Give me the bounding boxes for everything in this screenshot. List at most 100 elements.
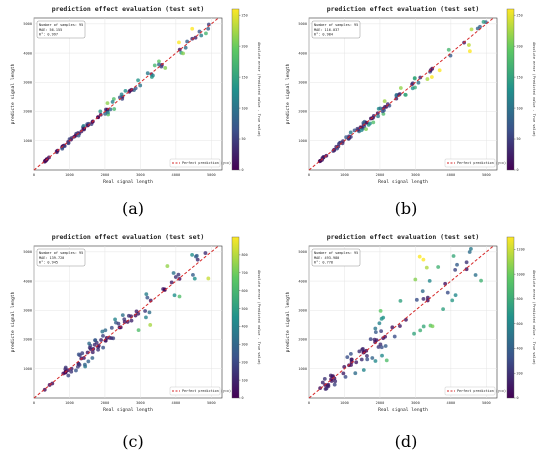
stats-line: MAE: 139.720: [39, 256, 64, 260]
scatter-point: [378, 106, 383, 111]
scatter-point: [467, 49, 472, 54]
scatter-point: [414, 297, 419, 302]
colorbar-tick-label: 100: [242, 378, 248, 382]
scatter-point: [93, 338, 97, 343]
scatter-point: [90, 356, 95, 360]
scatter-point: [330, 374, 335, 379]
caption-a: (a): [121, 199, 145, 218]
scatter-point: [379, 316, 384, 321]
x-tick-label: 5000: [207, 173, 216, 177]
scatter-point: [427, 278, 432, 283]
scatter-chart-a: prediction effect evaluation (test set) 0…: [10, 5, 261, 185]
scatter-point: [143, 309, 148, 313]
scatter-point: [355, 126, 360, 131]
scatter-point: [354, 360, 359, 365]
scatter-point: [144, 292, 149, 297]
scatter-point: [148, 323, 153, 327]
scatter-point: [69, 369, 74, 374]
x-tick-label: 5000: [207, 401, 216, 405]
scatter-point: [177, 294, 182, 299]
x-tick-label: 4000: [172, 401, 181, 405]
scatter-point: [181, 51, 185, 56]
scatter-point: [410, 86, 415, 91]
scatter-point: [334, 144, 339, 149]
scatter-point: [390, 325, 395, 330]
scatter-point: [379, 345, 384, 350]
y-tick-label: 5000: [298, 22, 307, 26]
scatter-point: [145, 295, 150, 300]
y-tick-label: 1000: [23, 139, 32, 143]
colorbar-label: Absolute error (Predicted value - True v…: [257, 42, 261, 137]
scatter-point: [159, 64, 164, 69]
colorbar: [231, 236, 240, 399]
colorbar-tick-label: 100: [242, 106, 248, 110]
scatter-point: [349, 363, 353, 367]
x-tick-label: 4000: [172, 173, 181, 177]
colorbar-tick-label: 50: [517, 137, 521, 141]
caption-b: (b): [394, 199, 418, 218]
scatter-point: [353, 371, 358, 376]
x-axis-label: Real signal length: [103, 407, 153, 413]
stats-line: Number of samples: 95: [39, 251, 83, 255]
scatter-point: [404, 317, 408, 322]
scatter-point: [382, 99, 387, 104]
scatter-point: [469, 247, 473, 251]
scatter-point: [357, 349, 362, 354]
x-axis-label: Real signal length: [103, 179, 153, 185]
x-tick-label: 5000: [482, 401, 491, 405]
colorbar-label: Absolute error (Predicted value - True v…: [532, 42, 536, 137]
y-axis-label: predicte signal length: [285, 63, 291, 124]
scatter-point: [341, 371, 346, 376]
colorbar-tick-label: 600: [242, 289, 248, 293]
scatter-point: [42, 387, 47, 392]
scatter-point: [437, 68, 442, 73]
y-tick-label: 2000: [23, 110, 32, 114]
scatter-point: [110, 100, 115, 104]
scatter-point: [123, 88, 128, 93]
colorbar-tick-label: 300: [242, 343, 248, 347]
scatter-point: [66, 141, 71, 146]
chart-panel-a: prediction effect evaluation (test set) 0…: [0, 0, 275, 227]
scatter-point: [441, 307, 445, 312]
y-tick-label: 5000: [298, 250, 307, 254]
x-tick-label: 4000: [447, 401, 456, 405]
scatter-point: [373, 326, 378, 331]
scatter-point: [397, 92, 401, 97]
scatter-point: [371, 114, 376, 118]
scatter-point: [413, 277, 418, 282]
scatter-point: [380, 353, 384, 358]
y-tick-label: 5000: [23, 250, 32, 254]
chart-title: prediction effect evaluation (test set): [327, 5, 480, 13]
scatter-point: [421, 324, 426, 329]
scatter-point: [113, 317, 117, 322]
stats-line: Number of samples: 95: [314, 23, 358, 27]
scatter-point: [177, 40, 181, 45]
colorbar-tick-label: 0: [242, 396, 244, 400]
scatter-point: [199, 33, 204, 38]
stats-line: MAE: 493.980: [314, 256, 339, 260]
chart-panel-b: prediction effect evaluation (test set) 0…: [275, 0, 550, 227]
scatter-point: [467, 43, 471, 47]
scatter-point: [364, 127, 368, 132]
stats-line: MAE: 116.037: [314, 28, 339, 32]
scatter-point: [203, 251, 208, 255]
colorbar-tick-label: 150: [242, 75, 248, 79]
stats-line: Number of samples: 95: [314, 251, 358, 255]
scatter-point: [177, 276, 182, 281]
colorbar: [506, 236, 515, 399]
y-tick-label: 2000: [23, 338, 32, 342]
colorbar-tick-label: 200: [517, 371, 523, 375]
scatter-point: [383, 344, 388, 348]
colorbar: [231, 8, 240, 171]
scatter-point: [450, 298, 455, 303]
x-tick-label: 1000: [340, 401, 349, 405]
scatter-point: [90, 350, 95, 355]
scatter-point: [176, 272, 181, 277]
scatter-point: [455, 262, 459, 267]
x-tick-label: 3000: [411, 173, 420, 177]
x-axis-label: Real signal length: [378, 407, 428, 413]
scatter-point: [136, 311, 141, 316]
scatter-point: [120, 313, 125, 318]
scatter-point: [365, 353, 369, 358]
